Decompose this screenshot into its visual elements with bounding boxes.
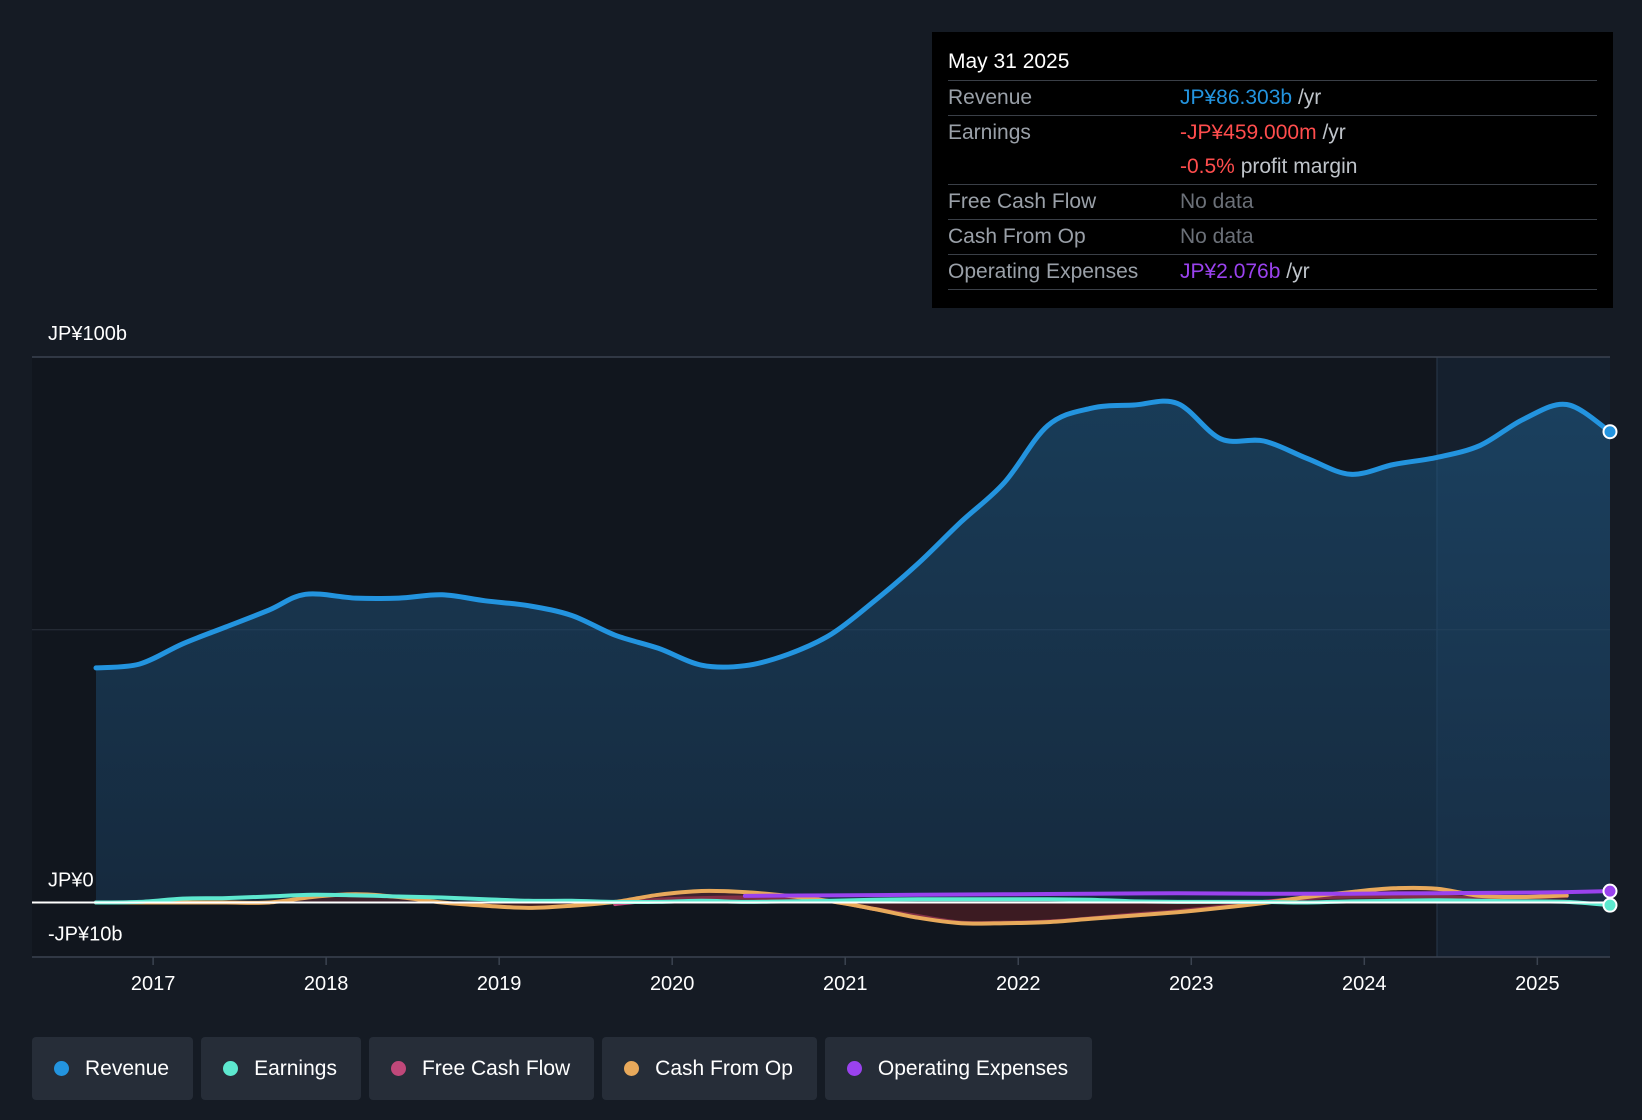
tooltip-row-fcf: Free Cash Flow No data [948,185,1597,220]
legend-revenue-button[interactable]: Revenue [32,1037,194,1100]
tooltip-row-revenue: Revenue JP¥86.303b /yr [948,81,1597,116]
tooltip-earnings-value: -JP¥459.000m [1180,121,1317,144]
tooltip-opex-label: Operating Expenses [948,260,1139,283]
earnings-dot-icon [223,1061,239,1076]
tooltip-row-opex: Operating Expenses JP¥2.076b /yr [948,255,1597,290]
legend-fcf-label: Free Cash Flow [421,1056,571,1080]
x-tick-label: 2022 [996,973,1041,995]
legend-cfo-button[interactable]: Cash From Op [602,1037,817,1100]
legend-opex-label: Operating Expenses [877,1056,1069,1080]
revenue-end-marker [1602,424,1618,440]
legend-fcf-button[interactable]: Free Cash Flow [368,1037,595,1100]
fcf-dot-icon [390,1061,406,1076]
tooltip-fcf-label: Free Cash Flow [948,190,1097,213]
x-tick-label: 2023 [1169,973,1214,995]
revenue-area [96,401,1610,903]
tooltip-revenue-label: Revenue [948,86,1033,109]
opex-line [742,889,1612,898]
x-tick-label: 2021 [823,973,868,995]
legend-earnings-button[interactable]: Earnings [201,1037,361,1100]
y-axis-label-100b: JP¥100b [48,323,127,345]
tooltip-earnings-label: Earnings [948,121,1031,144]
legend-earnings-label: Earnings [254,1056,337,1080]
opex-end-marker [1602,883,1618,899]
earnings-line [94,892,1612,908]
tooltip-fcf-value: No data [1180,190,1254,213]
chart-legend: Revenue Earnings Free Cash Flow Cash Fro… [32,1037,1093,1100]
y-axis-label-minus-10b: -JP¥10b [48,923,123,945]
cfo-dot-icon [624,1061,640,1076]
tooltip-margin-text: profit margin [1240,155,1358,178]
revenue-dot-icon [54,1061,69,1076]
tooltip-opex-unit: /yr [1286,260,1310,283]
opex-dot-icon [846,1061,862,1076]
x-tick-label: 2024 [1342,973,1387,995]
data-tooltip: May 31 2025 Revenue JP¥86.303b /yr Earni… [932,32,1613,308]
tooltip-date: May 31 2025 [948,44,1597,81]
x-tick-label: 2018 [304,973,349,995]
x-tick-label: 2020 [650,973,695,995]
tooltip-margin-value: -0.5% [1180,155,1235,178]
x-tick-label: 2019 [477,973,522,995]
tooltip-row-earnings: Earnings -JP¥459.000m /yr [948,116,1597,150]
tooltip-row-margin: -0.5% profit margin [948,150,1597,185]
tooltip-opex-value: JP¥2.076b [1180,260,1281,283]
y-axis-label-0: JP¥0 [48,869,94,891]
x-tick-label: 2025 [1515,973,1560,995]
legend-opex-button[interactable]: Operating Expenses [824,1037,1093,1100]
tooltip-cfo-label: Cash From Op [948,225,1086,248]
earnings-end-marker [1602,897,1618,913]
x-tick-label: 2017 [131,973,176,995]
tooltip-earnings-unit: /yr [1322,121,1346,144]
tooltip-cfo-value: No data [1180,225,1254,248]
legend-cfo-label: Cash From Op [655,1056,793,1080]
tooltip-revenue-value: JP¥86.303b [1180,86,1293,109]
legend-revenue-label: Revenue [85,1056,170,1080]
tooltip-row-cfo: Cash From Op No data [948,220,1597,255]
revenue-line [93,398,1613,671]
tooltip-revenue-unit: /yr [1297,86,1322,109]
